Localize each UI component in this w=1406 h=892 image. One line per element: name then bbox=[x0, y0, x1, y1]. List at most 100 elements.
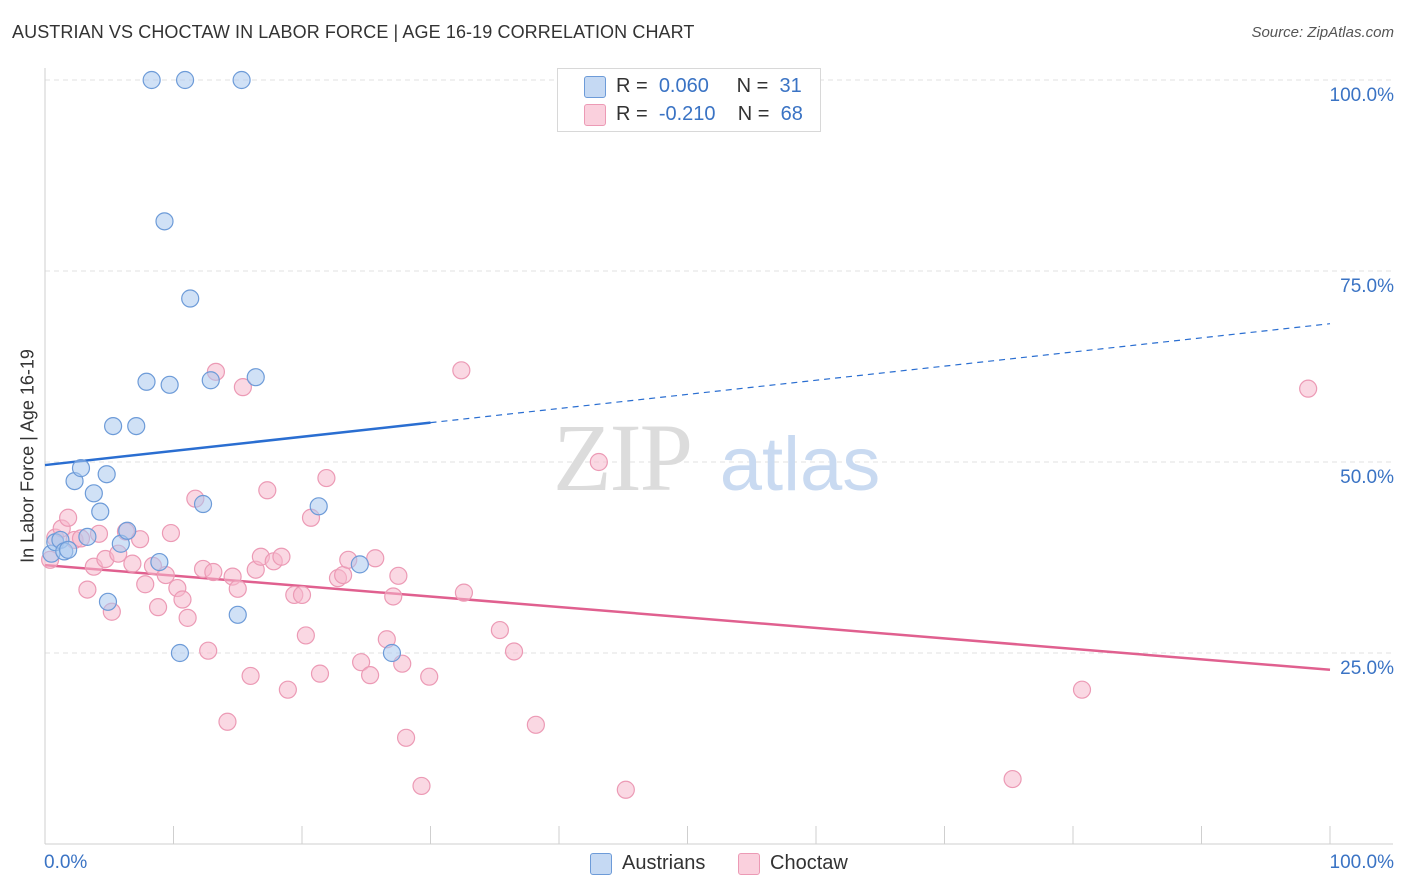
chart-title: AUSTRIAN VS CHOCTAW IN LABOR FORCE | AGE… bbox=[12, 22, 695, 42]
austrians-point bbox=[84, 484, 103, 503]
austrians-point bbox=[382, 643, 402, 663]
austrians-point bbox=[350, 555, 369, 574]
choctaw-n-value: 68 bbox=[780, 103, 803, 125]
x-tick-label-max: 100.0% bbox=[1329, 852, 1394, 873]
austrians-r-value: 0.060 bbox=[658, 75, 709, 97]
choctaw-point bbox=[490, 620, 509, 640]
trend-lines bbox=[44, 323, 1331, 672]
austrians-point bbox=[127, 416, 146, 436]
data-points bbox=[41, 70, 1318, 799]
choctaw-point bbox=[389, 566, 408, 585]
choctaw-point bbox=[1072, 680, 1092, 699]
choctaw-point bbox=[396, 728, 416, 747]
choctaw-point bbox=[228, 579, 247, 598]
austrians-swatch bbox=[584, 76, 606, 98]
austrians-point bbox=[181, 289, 200, 308]
choctaw-point bbox=[526, 715, 545, 734]
choctaw-swatch bbox=[584, 104, 606, 126]
y-tick-label-100: 100.0% bbox=[1329, 85, 1394, 106]
choctaw-point bbox=[366, 549, 385, 568]
austrians-trend-dashed bbox=[430, 323, 1331, 424]
choctaw-point bbox=[130, 530, 150, 549]
austrians-point bbox=[137, 372, 156, 391]
choctaw-point bbox=[59, 508, 78, 527]
choctaw-point bbox=[352, 653, 371, 672]
austrians-point bbox=[160, 375, 179, 394]
choctaw-n-label: N = bbox=[737, 103, 770, 125]
choctaw-point bbox=[123, 554, 142, 573]
choctaw-point bbox=[589, 452, 608, 472]
choctaw-point bbox=[258, 481, 277, 500]
choctaw-point bbox=[161, 523, 181, 543]
bottom-legend-choctaw-label: Choctaw bbox=[770, 852, 848, 874]
austrians-point bbox=[246, 368, 265, 387]
austrians-n-label: N = bbox=[736, 75, 769, 97]
austrians-point bbox=[309, 497, 328, 516]
austrians-point bbox=[150, 552, 169, 572]
austrians-point bbox=[142, 70, 161, 90]
choctaw-point bbox=[278, 680, 297, 699]
bottom-legend-choctaw-swatch bbox=[738, 853, 760, 875]
choctaw-point bbox=[296, 626, 315, 645]
choctaw-point bbox=[384, 587, 403, 606]
choctaw-point bbox=[452, 361, 471, 380]
choctaw-point bbox=[412, 776, 431, 796]
choctaw-point bbox=[218, 712, 237, 731]
austrians-point bbox=[193, 494, 213, 514]
austrians-point bbox=[91, 502, 110, 521]
choctaw-point bbox=[292, 585, 312, 605]
y-axis-title: In Labor Force | Age 16-19 bbox=[17, 349, 38, 563]
choctaw-point bbox=[241, 666, 260, 686]
austrians-point bbox=[228, 605, 247, 624]
axes bbox=[44, 68, 1393, 845]
choctaw-point bbox=[317, 468, 336, 488]
bottom-legend-austrians-swatch bbox=[590, 853, 612, 875]
source-credit: Source: ZipAtlas.com bbox=[1251, 24, 1394, 41]
choctaw-point bbox=[334, 565, 353, 585]
austrians-point bbox=[104, 416, 123, 436]
y-tick-label-50: 50.0% bbox=[1340, 467, 1394, 488]
austrians-point bbox=[170, 643, 190, 663]
choctaw-point bbox=[204, 562, 223, 582]
choctaw-point bbox=[199, 641, 218, 660]
choctaw-point bbox=[616, 780, 635, 799]
watermark-atlas: atlas bbox=[720, 422, 881, 507]
austrians-point bbox=[155, 212, 174, 231]
choctaw-r-value: -0.210 bbox=[658, 103, 716, 125]
austrians-point bbox=[232, 70, 251, 90]
choctaw-point bbox=[272, 547, 291, 566]
choctaw-point bbox=[310, 664, 330, 683]
choctaw-point bbox=[173, 590, 192, 609]
austrians-trend-solid bbox=[44, 421, 431, 467]
watermark-zip: ZIP bbox=[553, 404, 691, 511]
choctaw-point bbox=[148, 598, 168, 617]
austrians-n-value: 31 bbox=[779, 75, 802, 97]
austrians-point bbox=[97, 465, 116, 484]
austrians-point bbox=[78, 527, 97, 546]
choctaw-point bbox=[233, 378, 252, 397]
choctaw-point bbox=[420, 667, 439, 686]
austrians-point bbox=[98, 592, 118, 611]
choctaw-point bbox=[178, 608, 197, 627]
austrians-point bbox=[71, 459, 91, 478]
choctaw-point bbox=[361, 666, 380, 685]
choctaw-point bbox=[454, 583, 474, 602]
austrians-point bbox=[175, 70, 195, 90]
choctaw-point bbox=[1299, 379, 1318, 398]
choctaw-point bbox=[1003, 769, 1022, 789]
y-tick-label-75: 75.0% bbox=[1340, 276, 1394, 297]
correlation-legend: R = 0.060 N = 31 R = -0.210 N = 68 bbox=[557, 68, 821, 132]
choctaw-point bbox=[78, 580, 97, 599]
choctaw-r-label: R = bbox=[616, 103, 648, 125]
x-tick-label-min: 0.0% bbox=[44, 852, 88, 873]
choctaw-point bbox=[136, 575, 155, 594]
austrians-r-label: R = bbox=[616, 75, 648, 97]
choctaw-trend bbox=[44, 563, 1331, 672]
austrians-point bbox=[118, 521, 137, 540]
y-tick-label-25: 25.0% bbox=[1340, 658, 1394, 679]
choctaw-point bbox=[504, 642, 524, 661]
austrians-point bbox=[59, 540, 78, 559]
bottom-legend-austrians-label: Austrians bbox=[622, 852, 706, 874]
austrians-point bbox=[201, 371, 220, 390]
